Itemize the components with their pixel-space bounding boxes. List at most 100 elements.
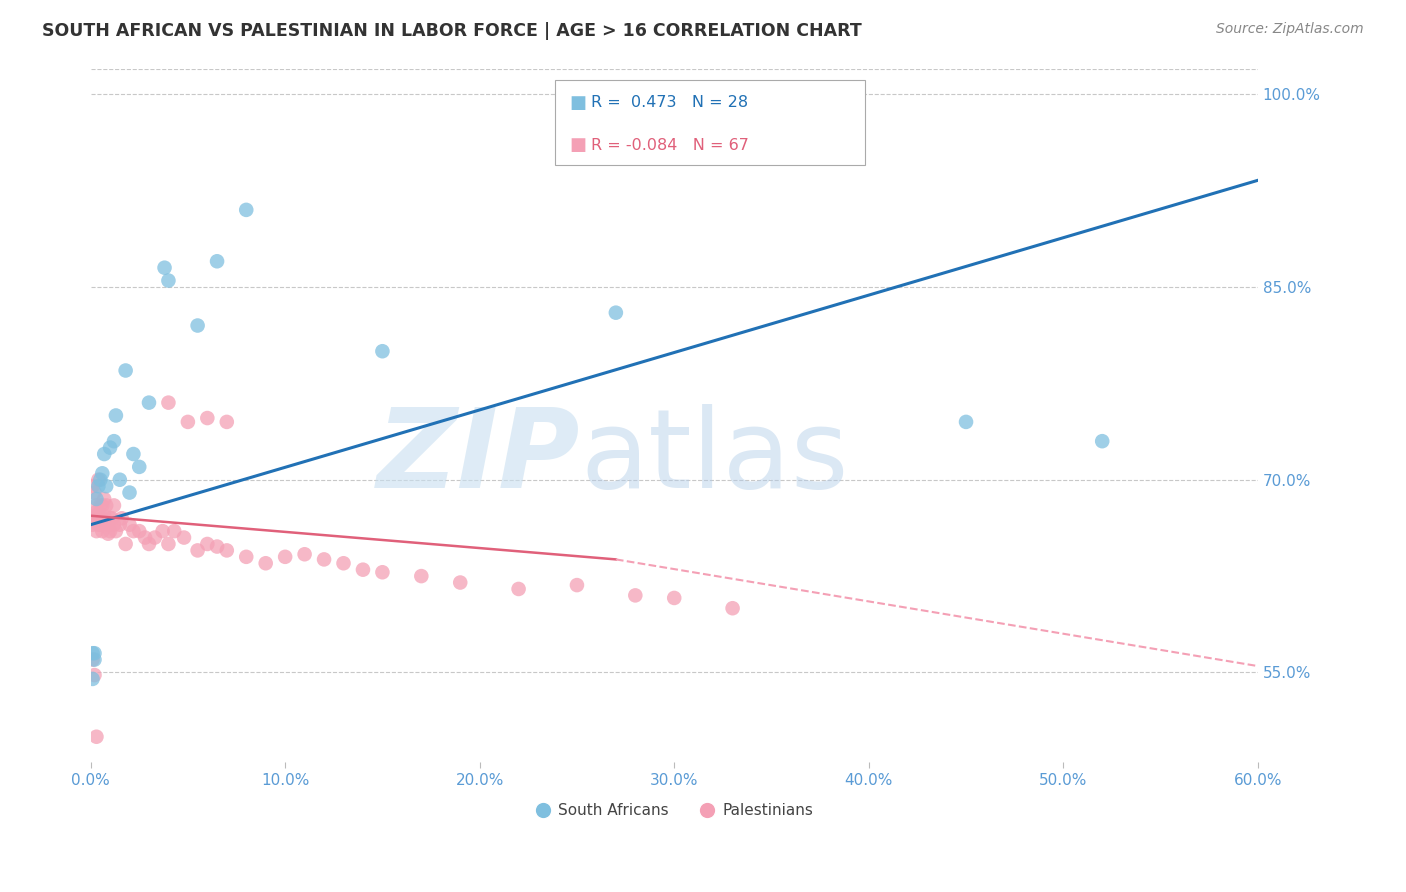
Text: Source: ZipAtlas.com: Source: ZipAtlas.com [1216, 22, 1364, 37]
Point [235, 549, 257, 564]
Point [103, 499, 125, 513]
Point [83, 668, 105, 682]
Point [86, 871, 108, 885]
Text: atlas: atlas [581, 403, 849, 510]
Point [91, 467, 114, 481]
Point [118, 485, 141, 500]
Point [177, 415, 200, 429]
Point [97, 526, 120, 541]
Point [187, 318, 209, 333]
Point [138, 395, 160, 409]
Point [89, 499, 111, 513]
Point [101, 511, 124, 525]
Point [118, 517, 141, 532]
Point [721, 601, 744, 615]
Point [96, 479, 118, 493]
Point [114, 537, 136, 551]
Point [215, 543, 238, 558]
Point [83, 514, 105, 528]
Point [173, 531, 195, 545]
Point [134, 531, 156, 545]
Point [83, 485, 105, 500]
Point [103, 434, 125, 449]
Point [352, 563, 374, 577]
Point [104, 409, 127, 423]
Point [97, 517, 120, 532]
Point [624, 588, 647, 602]
Point [93, 508, 115, 523]
Point [332, 556, 354, 570]
Point [91, 511, 114, 525]
Point [605, 306, 627, 320]
Point [98, 441, 121, 455]
Point [122, 524, 145, 538]
Point [254, 556, 277, 570]
Point [157, 395, 180, 409]
Point [96, 499, 118, 513]
Point [235, 202, 257, 217]
Point [89, 517, 111, 532]
Point [83, 508, 105, 523]
Text: ■: ■ [569, 94, 586, 112]
Point [83, 646, 105, 660]
Point [565, 578, 588, 592]
Point [83, 652, 105, 666]
Point [89, 473, 111, 487]
Point [152, 524, 174, 538]
Point [138, 537, 160, 551]
Point [371, 344, 394, 359]
Point [195, 411, 218, 425]
Point [187, 543, 209, 558]
Point [111, 511, 134, 525]
Point [108, 517, 131, 532]
Point [122, 447, 145, 461]
Point [104, 524, 127, 538]
Point [82, 511, 104, 525]
Point [411, 569, 433, 583]
Text: R = -0.084   N = 67: R = -0.084 N = 67 [591, 138, 748, 153]
Point [89, 514, 111, 528]
Point [205, 254, 228, 268]
Point [93, 447, 115, 461]
Point [163, 524, 186, 538]
Point [82, 672, 104, 686]
Text: R =  0.473   N = 28: R = 0.473 N = 28 [591, 95, 748, 110]
Point [195, 537, 218, 551]
Point [86, 730, 108, 744]
Text: ■: ■ [569, 136, 586, 154]
Point [664, 591, 686, 605]
Point [508, 582, 530, 596]
Point [114, 363, 136, 377]
Text: SOUTH AFRICAN VS PALESTINIAN IN LABOR FORCE | AGE > 16 CORRELATION CHART: SOUTH AFRICAN VS PALESTINIAN IN LABOR FO… [42, 22, 862, 40]
Point [91, 524, 114, 538]
Point [96, 514, 118, 528]
Point [108, 473, 131, 487]
Point [274, 549, 297, 564]
Point [371, 566, 394, 580]
Point [157, 537, 180, 551]
Point [86, 491, 108, 506]
Point [103, 517, 125, 532]
Point [128, 459, 150, 474]
Point [93, 491, 115, 506]
Point [87, 479, 110, 493]
Point [82, 479, 104, 493]
Point [86, 524, 108, 538]
Point [86, 499, 108, 513]
Point [87, 473, 110, 487]
Text: ZIP: ZIP [377, 403, 581, 510]
Point [205, 540, 228, 554]
Point [82, 646, 104, 660]
Point [87, 517, 110, 532]
Point [87, 508, 110, 523]
Point [86, 505, 108, 519]
Point [82, 517, 104, 532]
Point [955, 415, 977, 429]
Legend: South Africans, Palestinians: South Africans, Palestinians [529, 797, 820, 824]
Point [82, 652, 104, 666]
Point [143, 531, 166, 545]
Point [312, 552, 335, 566]
Point [128, 524, 150, 538]
Point [153, 260, 176, 275]
Point [449, 575, 471, 590]
